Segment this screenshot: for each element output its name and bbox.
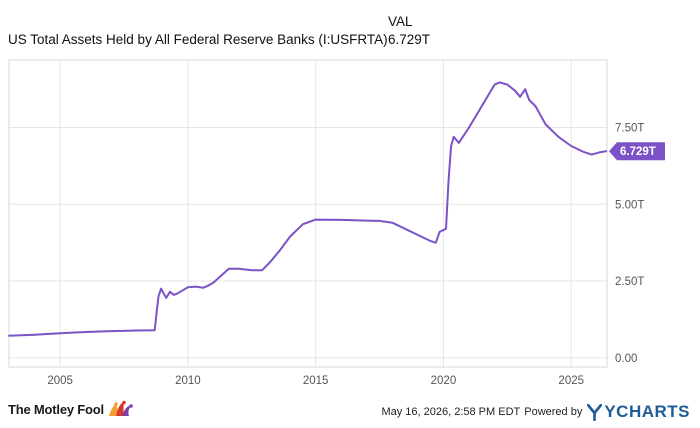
last-value-tag-shape <box>609 142 665 161</box>
series-current-value: 6.729T <box>388 32 431 47</box>
ycharts-y-icon <box>587 403 603 421</box>
jester-cap-icon <box>108 400 133 416</box>
x-tick-label: 2025 <box>558 375 584 387</box>
y-tick-label: 0.00 <box>615 353 637 365</box>
x-tick-label: 2020 <box>431 375 457 387</box>
last-value-label: 6.729T <box>620 146 656 158</box>
column-header: VAL <box>388 14 413 29</box>
timestamp: May 16, 2026, 2:58 PM EDT <box>381 406 521 418</box>
motley-fool-logo: The Motley Fool <box>8 400 133 418</box>
x-tick-label: 2010 <box>175 375 201 387</box>
x-axis-ticks: 2005 2010 2015 2020 2025 <box>47 375 584 387</box>
footer-attribution: May 16, 2026, 2:58 PM EDT Powered by YCH… <box>381 402 690 422</box>
x-tick-label: 2005 <box>47 375 73 387</box>
brand-name: The Motley Fool <box>8 401 104 417</box>
plot-area <box>8 59 608 368</box>
last-value-tag: 6.729T <box>609 142 665 161</box>
grid-lines <box>9 60 607 367</box>
powered-by-label: Powered by <box>524 406 583 418</box>
y-tick-label: 2.50T <box>615 276 644 288</box>
ycharts-logo: YCHARTS <box>587 402 690 422</box>
y-tick-label: 5.00T <box>615 199 644 211</box>
ycharts-wordmark: YCHARTS <box>604 402 690 421</box>
y-axis-ticks: 0.00 2.50T 5.00T 7.50T <box>615 123 644 365</box>
series-name: US Total Assets Held by All Federal Rese… <box>8 32 388 47</box>
series-line <box>8 81 608 337</box>
x-tick-label: 2015 <box>303 375 329 387</box>
y-tick-label: 7.50T <box>615 123 644 135</box>
